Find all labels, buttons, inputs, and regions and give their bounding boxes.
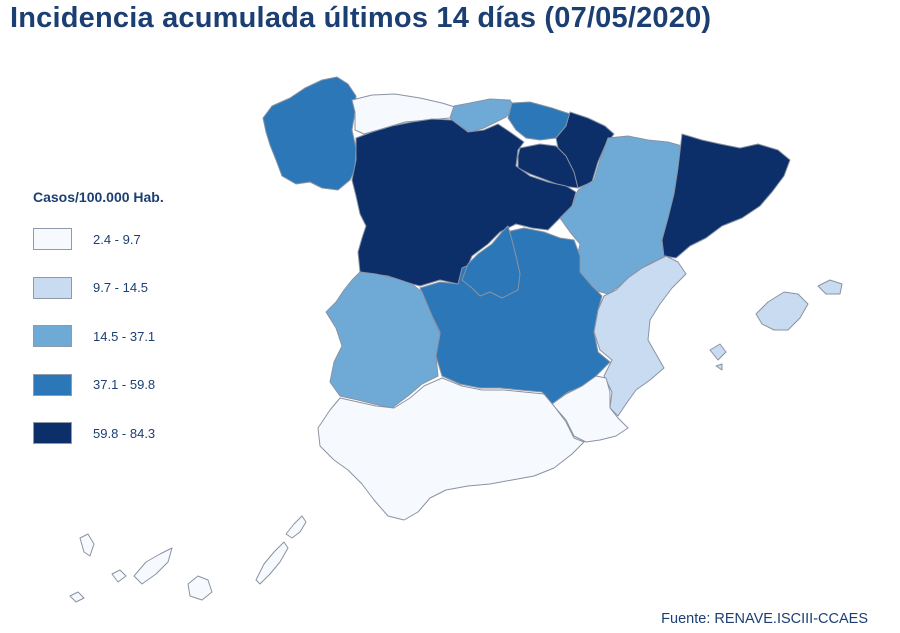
legend-item: 9.7 - 14.5 (33, 276, 253, 300)
legend-swatch (33, 228, 72, 250)
map-title: Incidencia acumulada últimos 14 días (07… (10, 2, 712, 34)
region-galicia (262, 76, 357, 191)
legend-title: Casos/100.000 Hab. (33, 189, 164, 205)
region-castilla-y-leon (351, 118, 577, 287)
legend-label: 59.8 - 84.3 (93, 425, 156, 441)
region-islas-baleares-formentera (715, 363, 723, 371)
legend-label: 14.5 - 37.1 (93, 328, 156, 344)
source-caption: Fuente: RENAVE.ISCIII-CCAES (661, 611, 868, 627)
region-islas-baleares-mallorca (755, 291, 809, 331)
region-la-rioja (517, 143, 579, 189)
region-murcia (551, 375, 629, 443)
legend-label: 9.7 - 14.5 (93, 280, 148, 295)
region-canarias-lanzarote (285, 515, 307, 539)
region-canarias-gran-canaria (187, 575, 213, 601)
legend-item: 14.5 - 37.1 (33, 324, 253, 348)
region-andalucia (317, 377, 585, 521)
region-madrid (461, 225, 521, 299)
region-islas-baleares-menorca (817, 279, 843, 295)
region-canarias-fuerteventura (255, 541, 289, 585)
region-cataluna (661, 133, 791, 259)
legend-item: 2.4 - 9.7 (33, 227, 253, 251)
legend-item: 37.1 - 59.8 (33, 373, 253, 397)
legend-label: 2.4 - 9.7 (93, 231, 141, 247)
legend-label: 37.1 - 59.8 (93, 377, 156, 392)
legend-swatch (33, 422, 72, 444)
region-islas-baleares-ibiza (709, 343, 727, 361)
region-canarias-la-palma (79, 533, 95, 557)
region-canarias-el-hierro (69, 591, 85, 603)
legend-item: 59.8 - 84.3 (33, 421, 253, 445)
legend-swatch (33, 325, 72, 347)
legend-swatch (33, 276, 72, 299)
region-canarias-la-gomera (111, 569, 127, 583)
region-canarias-tenerife (133, 547, 173, 585)
region-comunidad-valenciana (593, 255, 687, 417)
map-legend: Casos/100.000 Hab. 2.4 - 9.7 9.7 - 14.5 … (33, 189, 253, 470)
region-extremadura (325, 271, 441, 409)
legend-swatch (33, 373, 72, 396)
